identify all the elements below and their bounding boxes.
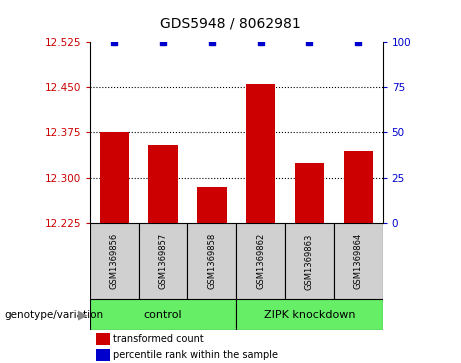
Point [208, 39, 216, 45]
Bar [295, 163, 324, 223]
Bar [285, 223, 334, 299]
Text: GDS5948 / 8062981: GDS5948 / 8062981 [160, 16, 301, 30]
Point [355, 39, 362, 45]
Bar [148, 144, 177, 223]
Bar [334, 223, 383, 299]
Point [306, 39, 313, 45]
Point [160, 39, 167, 45]
Bar [100, 132, 129, 223]
Text: GSM1369863: GSM1369863 [305, 233, 314, 290]
Point [111, 39, 118, 45]
Bar [139, 223, 188, 299]
Bar [188, 223, 236, 299]
Text: percentile rank within the sample: percentile rank within the sample [113, 350, 278, 360]
Text: GSM1369857: GSM1369857 [159, 233, 168, 289]
Bar [343, 151, 373, 223]
Bar [90, 299, 236, 330]
Text: control: control [144, 310, 183, 320]
Text: GSM1369864: GSM1369864 [354, 233, 363, 289]
Bar [90, 223, 139, 299]
Bar [246, 84, 275, 223]
Bar [96, 333, 110, 345]
Bar [96, 349, 110, 362]
Text: ▶: ▶ [78, 309, 88, 321]
Text: GSM1369858: GSM1369858 [207, 233, 216, 289]
Point [257, 39, 264, 45]
Text: GSM1369862: GSM1369862 [256, 233, 265, 289]
Text: genotype/variation: genotype/variation [5, 310, 104, 320]
Text: GSM1369856: GSM1369856 [110, 233, 119, 289]
Text: transformed count: transformed count [113, 334, 204, 344]
Bar [236, 223, 285, 299]
Text: ZIPK knockdown: ZIPK knockdown [264, 310, 355, 320]
Bar [236, 299, 383, 330]
Bar [197, 187, 226, 223]
